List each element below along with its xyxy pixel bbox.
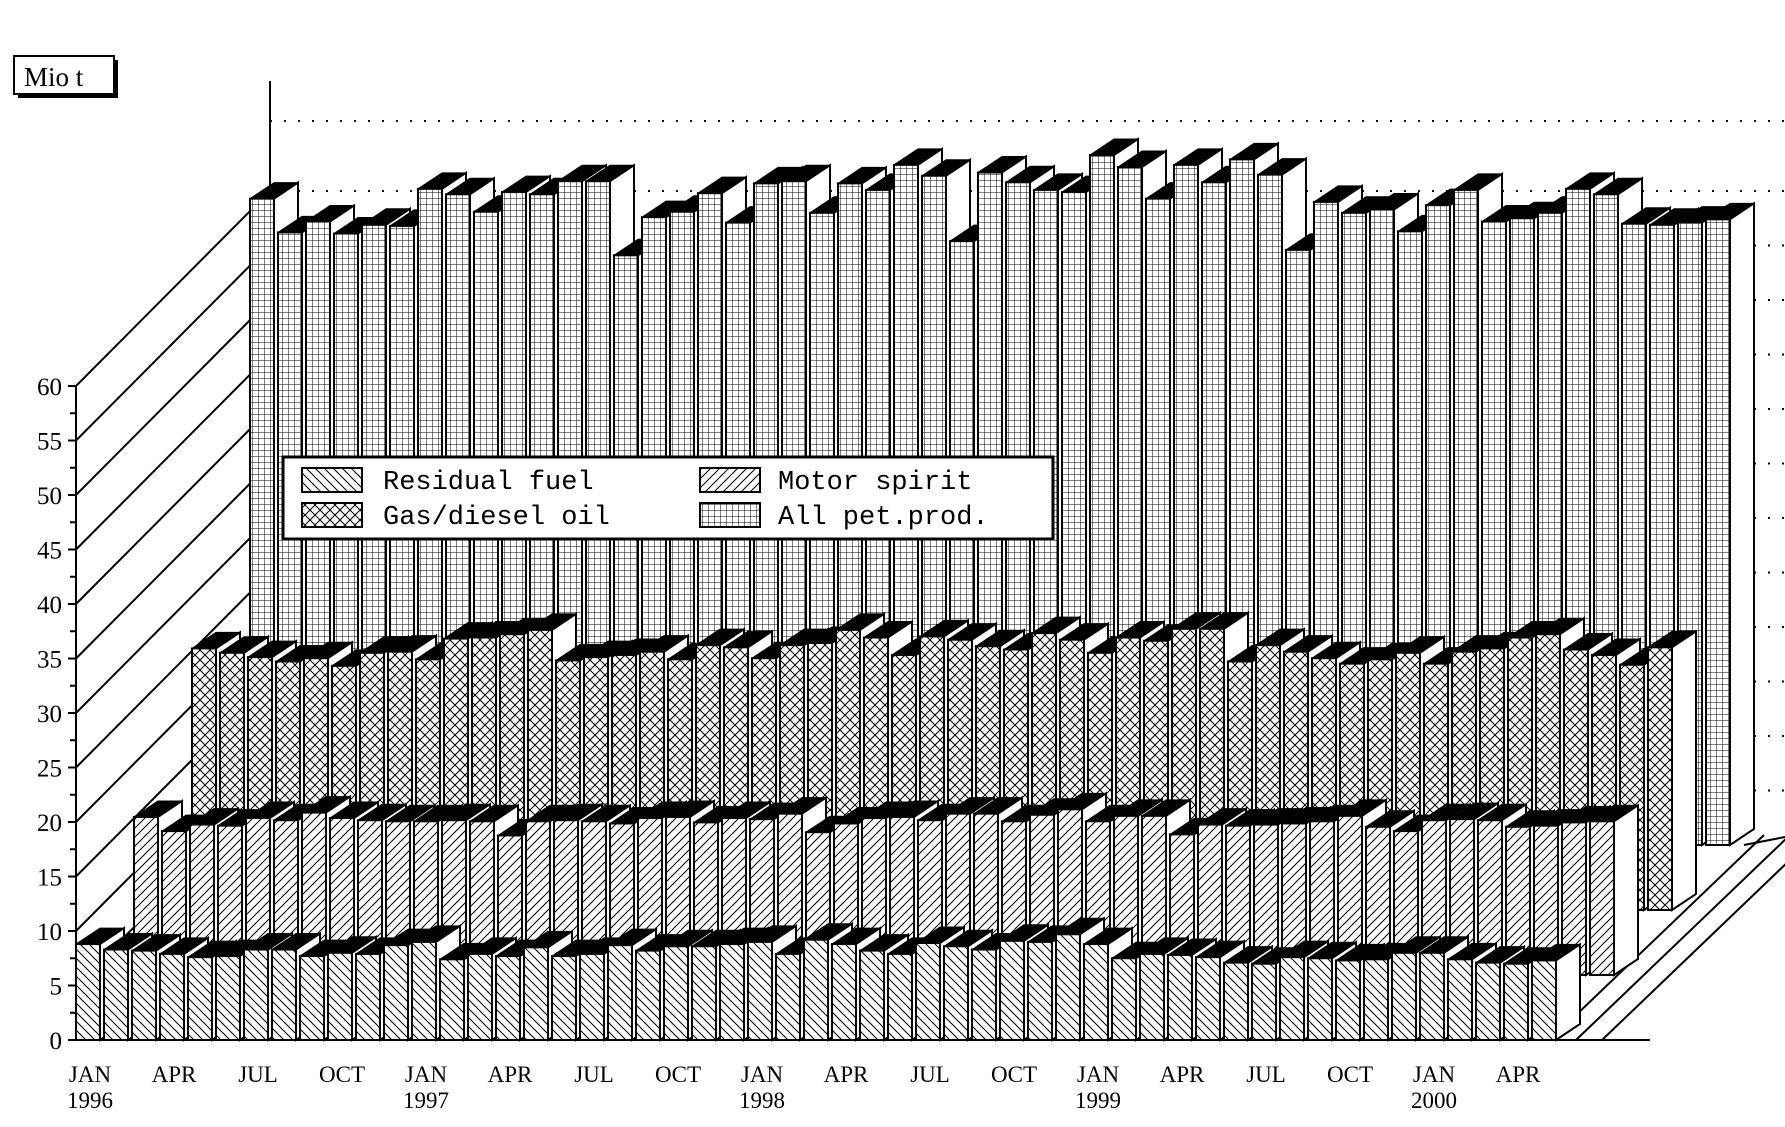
y-tick-label: 60 (37, 374, 62, 401)
legend-item-residual-fuel: Residual fuel (301, 467, 594, 498)
depth-gridline (75, 190, 271, 387)
legend-label: All pet.prod. (778, 503, 989, 533)
y-tick-label: 25 (37, 756, 62, 783)
x-tick-month: OCT (1327, 1062, 1373, 1087)
bar (1704, 201, 1756, 847)
bar (1588, 803, 1640, 977)
x-tick-year: 2000 (1411, 1088, 1457, 1113)
x-tick-label: OCT (319, 1062, 365, 1087)
x-tick-label: JUL (574, 1062, 614, 1087)
x-tick-label: APR (488, 1062, 533, 1087)
legend-swatch (301, 502, 363, 528)
x-tick-month: JUL (574, 1062, 614, 1087)
x-tick-month: JAN (69, 1062, 112, 1087)
x-tick-month: APR (1496, 1062, 1541, 1087)
legend-swatch (699, 502, 761, 528)
legend-item-motor-spirit: Motor spirit (699, 467, 972, 498)
y-tick-label: 50 (37, 483, 62, 510)
x-tick-label: APR (824, 1062, 869, 1087)
floor-edge (1575, 838, 1785, 1041)
depth-gridline (75, 299, 271, 496)
x-tick-label: OCT (655, 1062, 701, 1087)
x-tick-label: JUL (1246, 1062, 1286, 1087)
legend-item-all-pet-prod: All pet.prod. (699, 502, 989, 533)
depth-gridline (75, 517, 271, 714)
depth-gridline (75, 353, 271, 551)
y-tick-label: 5 (50, 974, 63, 1001)
legend-swatch (699, 467, 761, 493)
legend-item-gas-diesel-oil: Gas/diesel oil (301, 502, 610, 533)
unit-label: Mio t (24, 62, 84, 92)
x-tick-year: 1999 (1075, 1088, 1121, 1113)
x-tick-year: 1996 (67, 1088, 113, 1113)
floor-back-edge (1743, 836, 1785, 846)
bars-layer (74, 137, 1756, 1042)
x-tick-month: JAN (1413, 1062, 1456, 1087)
y-tick-label: 15 (37, 865, 62, 892)
depth-gridline (75, 408, 271, 605)
y-tick-label: 20 (37, 810, 62, 837)
x-tick-month: APR (152, 1062, 197, 1087)
x-tick-label: APR (1496, 1062, 1541, 1087)
legend-label: Residual fuel (383, 468, 594, 498)
y-tick-label: 10 (37, 919, 62, 946)
x-tick-year: 1997 (403, 1088, 449, 1113)
unit-label-box: Mio t (13, 55, 118, 98)
floor-edge (1601, 863, 1785, 1041)
x-tick-month: JAN (741, 1062, 784, 1087)
bar (1646, 629, 1698, 912)
depth-gridline (75, 462, 271, 660)
y-tick-label: 55 (37, 429, 62, 456)
x-tick-month: JUL (910, 1062, 950, 1087)
legend-label: Gas/diesel oil (383, 503, 610, 533)
x-tick-month: JUL (238, 1062, 278, 1087)
depth-gridline (75, 571, 271, 769)
x-tick-month: JAN (405, 1062, 448, 1087)
x-tick-label: OCT (1327, 1062, 1373, 1087)
x-tick-label: JUL (910, 1062, 950, 1087)
y-tick-label: 35 (37, 647, 62, 674)
bar (1530, 942, 1582, 1042)
y-tick-label: 30 (37, 701, 62, 728)
x-tick-month: APR (488, 1062, 533, 1087)
x-tick-label: JUL (238, 1062, 278, 1087)
series-residual-fuel (74, 916, 1582, 1042)
x-tick-label: APR (152, 1062, 197, 1087)
x-tick-month: OCT (991, 1062, 1037, 1087)
y-tick-label: 40 (37, 592, 62, 619)
x-tick-month: OCT (655, 1062, 701, 1087)
y-tick-label: 0 (50, 1028, 63, 1055)
x-tick-month: JUL (1246, 1062, 1286, 1087)
x-tick-month: APR (1160, 1062, 1205, 1087)
legend-swatch (301, 467, 363, 493)
y-tick-label: 45 (37, 538, 62, 565)
depth-gridline (75, 244, 271, 442)
x-tick-month: OCT (319, 1062, 365, 1087)
x-tick-year: 1998 (739, 1088, 785, 1113)
x-tick-month: JAN (1077, 1062, 1120, 1087)
x-tick-month: APR (824, 1062, 869, 1087)
legend-label: Motor spirit (778, 468, 972, 498)
x-tick-label: APR (1160, 1062, 1205, 1087)
floor-edge (1549, 834, 1765, 1041)
x-tick-label: OCT (991, 1062, 1037, 1087)
legend: Residual fuel Motor spirit Gas/diesel oi… (281, 455, 1055, 541)
